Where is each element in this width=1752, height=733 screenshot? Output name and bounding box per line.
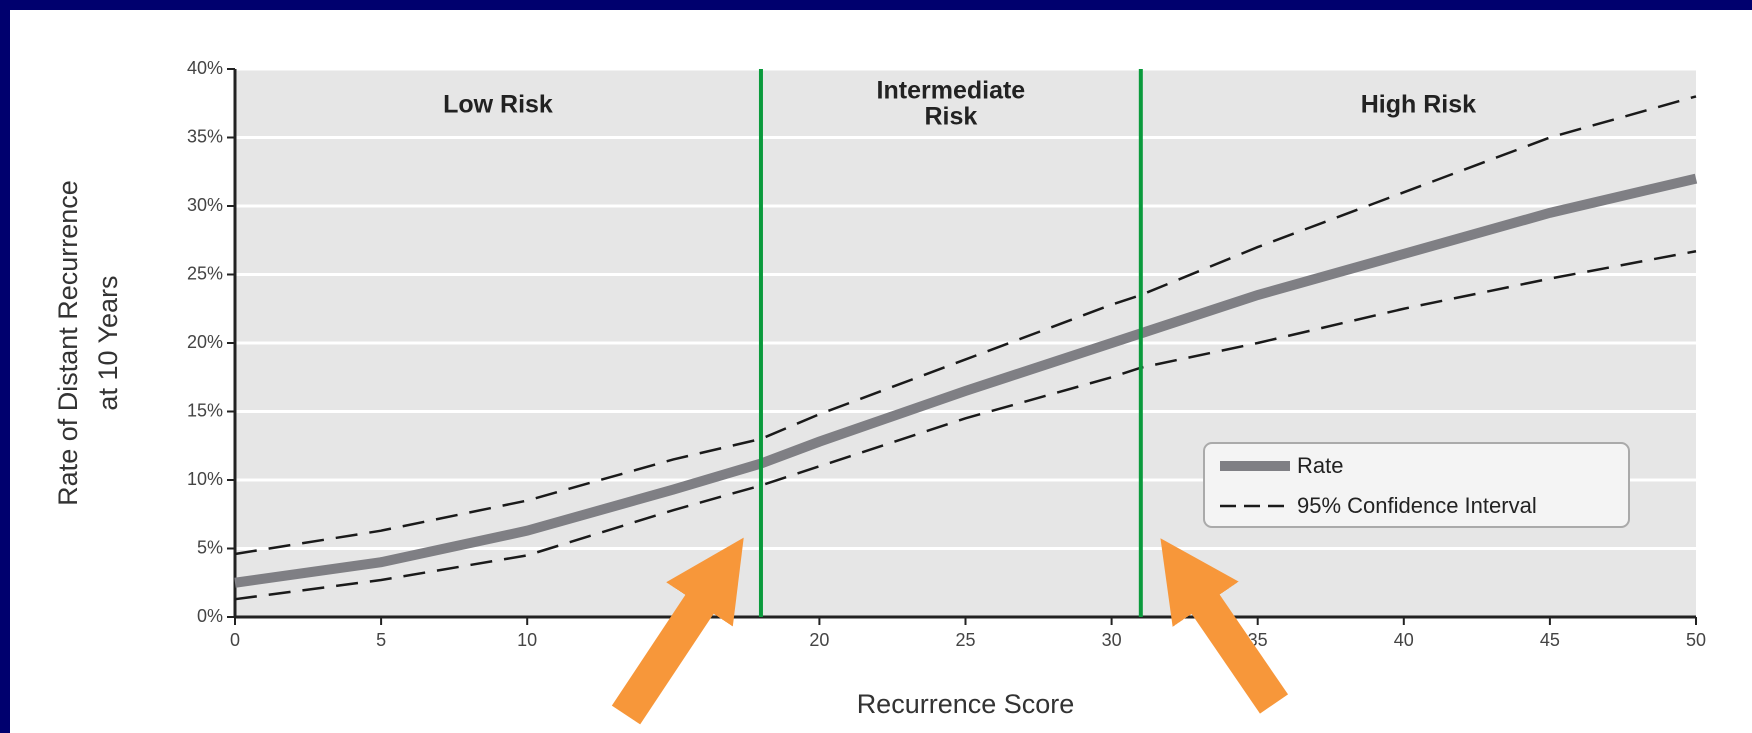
ci-upper (234, 95, 1697, 556)
x-tick-label: 25 (955, 630, 975, 650)
legend: Rate 95% Confidence Interval (1203, 442, 1630, 528)
y-tick-label: 20% (187, 332, 223, 352)
region-label: High Risk (1361, 91, 1476, 119)
x-tick-label: 10 (517, 630, 537, 650)
y-tick-label: 35% (187, 126, 223, 146)
y-tick-label: 0% (197, 606, 223, 626)
x-tick-label: 45 (1540, 630, 1560, 650)
x-tick-label: 5 (376, 630, 386, 650)
legend-box (1203, 442, 1630, 528)
y-tick-label: 30% (187, 195, 223, 215)
y-axis-label: at 10 Years (93, 275, 123, 410)
y-tick-label: 15% (187, 400, 223, 420)
arrow (1160, 538, 1289, 714)
region-label: Risk (924, 103, 977, 131)
region-label: Intermediate (877, 77, 1026, 105)
y-tick-label: 10% (187, 469, 223, 489)
y-tick-label: 25% (187, 263, 223, 283)
x-axis-label: Recurrence Score (857, 689, 1075, 719)
ci-lower (234, 249, 1697, 601)
x-tick-label: 40 (1394, 630, 1414, 650)
region-label: Low Risk (443, 91, 553, 119)
x-tick-label: 50 (1686, 630, 1706, 650)
legend-label: 95% Confidence Interval (1297, 493, 1537, 518)
arrow (611, 537, 744, 725)
x-tick-label: 20 (809, 630, 829, 650)
plot-layer: 0%5%10%15%20%25%30%35%40%0 5 10 20 25 30 35 40 4… (53, 58, 1706, 719)
y-tick-label: 5% (197, 537, 223, 557)
rate-line (234, 173, 1698, 588)
legend-label: Rate (1297, 453, 1343, 478)
x-tick-label: 0 (230, 630, 240, 650)
x-tick-label: 30 (1102, 630, 1122, 650)
y-tick-label: 40% (187, 58, 223, 78)
y-axis-label: Rate of Distant Recurrence (53, 180, 83, 506)
